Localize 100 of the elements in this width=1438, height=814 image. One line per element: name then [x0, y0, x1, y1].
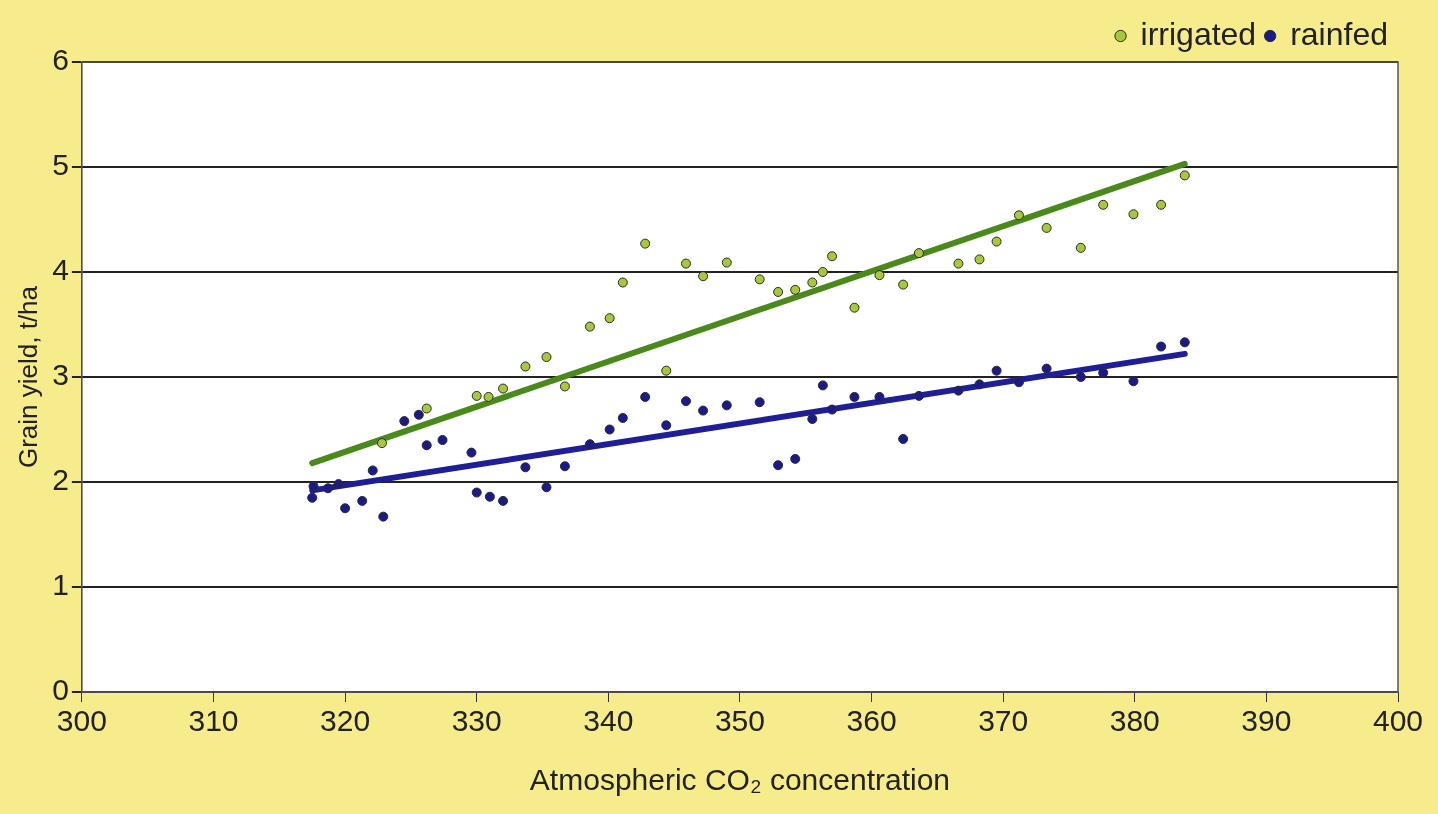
- point: [640, 391, 651, 402]
- point: [340, 503, 351, 514]
- point: [617, 277, 628, 288]
- point: [953, 385, 964, 396]
- x-tick-label: 330: [451, 704, 502, 738]
- y-tick-label: 5: [52, 148, 69, 182]
- point: [559, 461, 570, 472]
- point: [413, 409, 424, 420]
- point: [1041, 363, 1052, 374]
- x-axis-title: Atmospheric CO₂ concentration: [529, 763, 951, 797]
- point: [1179, 170, 1190, 181]
- point: [308, 481, 319, 492]
- point: [913, 248, 924, 259]
- x-tick-label: 370: [978, 704, 1029, 738]
- x-tick-label: 340: [583, 704, 634, 738]
- point: [484, 491, 495, 502]
- point: [1128, 209, 1139, 220]
- point: [721, 257, 732, 268]
- point: [898, 433, 909, 444]
- point: [471, 487, 482, 498]
- point: [559, 381, 570, 392]
- point: [817, 267, 828, 277]
- point: [640, 238, 651, 249]
- x-tick-label: 400: [1372, 704, 1424, 738]
- point: [541, 352, 552, 363]
- x-tick-label: 300: [56, 704, 107, 738]
- point: [807, 277, 818, 288]
- point: [953, 258, 964, 269]
- point: [827, 251, 838, 262]
- point: [790, 453, 801, 464]
- point: [1075, 242, 1086, 253]
- x-tick-label: 360: [846, 704, 897, 738]
- y-tick-label: 4: [52, 253, 69, 287]
- point: [913, 390, 924, 401]
- point: [680, 258, 691, 269]
- point: [849, 391, 860, 402]
- y-tick-label: 1: [52, 568, 69, 602]
- point: [661, 365, 672, 376]
- point: [323, 483, 333, 494]
- point: [991, 236, 1002, 247]
- point: [721, 400, 732, 411]
- point: [378, 511, 389, 522]
- legend-label: irrigated: [1140, 15, 1257, 52]
- point: [1075, 372, 1086, 382]
- point: [698, 271, 709, 282]
- point: [584, 321, 595, 332]
- legend-label: rainfed: [1290, 15, 1388, 52]
- point: [874, 391, 885, 402]
- point: [1156, 341, 1167, 352]
- point: [874, 270, 885, 281]
- point: [661, 420, 672, 431]
- point: [604, 313, 615, 324]
- point: [1013, 210, 1024, 221]
- point: [520, 462, 531, 473]
- point: [1128, 376, 1139, 387]
- point: [333, 479, 344, 490]
- point: [466, 447, 477, 458]
- point: [817, 380, 828, 391]
- x-tick-label: 390: [1241, 704, 1292, 738]
- point: [1041, 222, 1052, 233]
- point: [498, 495, 509, 506]
- point: [437, 435, 448, 445]
- point: [898, 279, 909, 290]
- point: [1098, 367, 1109, 378]
- point: [974, 379, 985, 390]
- point: [790, 284, 801, 295]
- x-tick-label: 310: [188, 704, 239, 738]
- point: [698, 405, 709, 416]
- point: [974, 254, 985, 265]
- point: [584, 439, 595, 450]
- y-tick-label: 2: [52, 463, 69, 497]
- point: [1179, 337, 1190, 348]
- point: [1013, 377, 1024, 388]
- point: [680, 396, 691, 407]
- point: [754, 397, 765, 408]
- y-tick-label: 0: [52, 673, 69, 707]
- point: [357, 495, 368, 506]
- point: [617, 412, 628, 423]
- point: [483, 391, 494, 402]
- y-tick-label: 3: [52, 358, 69, 392]
- point: [471, 390, 482, 401]
- x-tick-label: 350: [714, 704, 765, 738]
- point: [520, 361, 531, 372]
- y-tick-label: 6: [52, 43, 69, 77]
- point: [541, 482, 552, 493]
- point: [376, 438, 387, 449]
- point: [754, 274, 765, 285]
- point: [991, 365, 1002, 376]
- point: [849, 302, 860, 313]
- point: [307, 492, 318, 503]
- point: [773, 286, 784, 297]
- y-axis-title: Grain yield, t/ha: [12, 285, 43, 469]
- point: [604, 424, 615, 435]
- point: [399, 416, 410, 427]
- point: [421, 440, 432, 451]
- point: [498, 383, 509, 394]
- point: [367, 465, 378, 476]
- point: [827, 404, 838, 415]
- point: [807, 414, 818, 424]
- point: [773, 460, 784, 471]
